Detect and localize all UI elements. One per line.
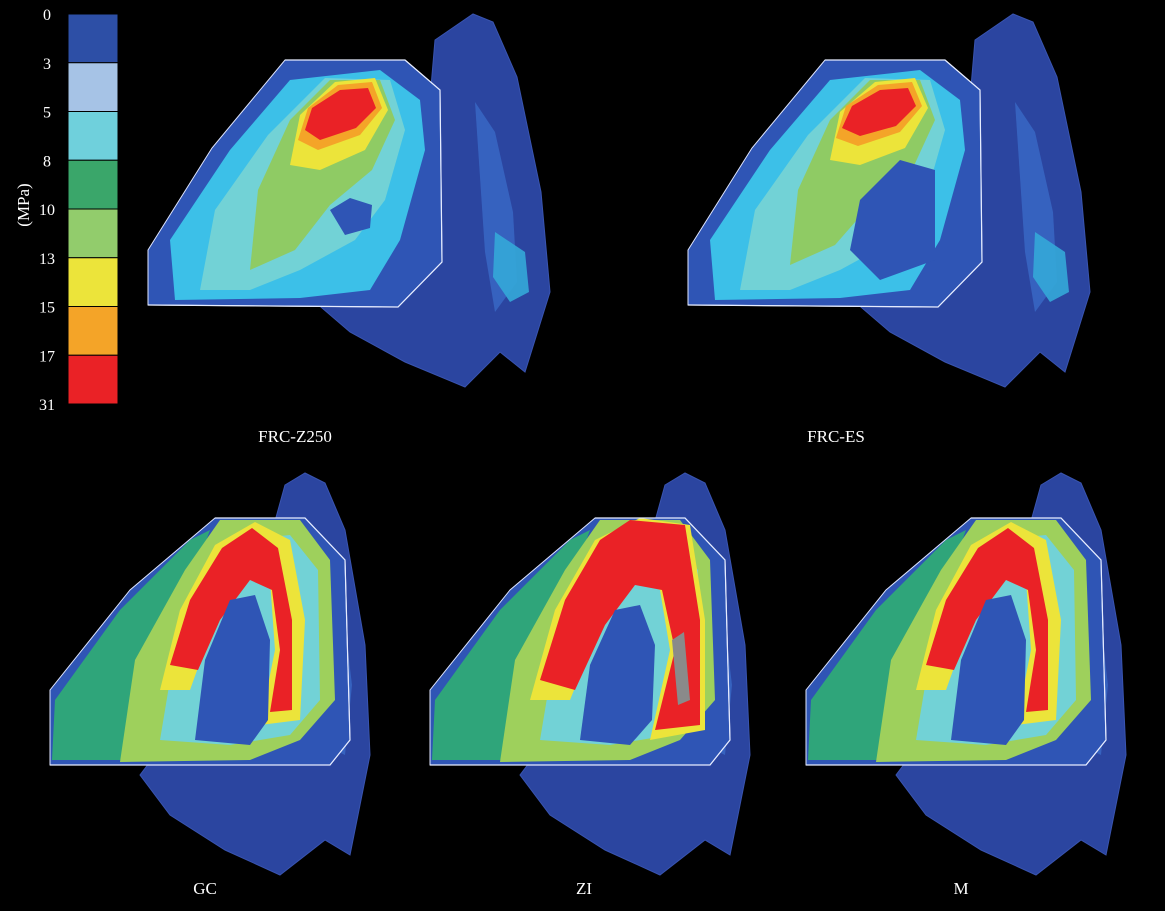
low-stress-core	[195, 595, 270, 745]
section-edge-highlight	[687, 59, 983, 308]
cross-section	[429, 517, 731, 766]
cross-section	[49, 517, 351, 766]
legend-band	[67, 13, 119, 64]
low-stress-core	[580, 605, 655, 745]
overstress-zone	[672, 632, 690, 705]
legend-tick-label: 3	[43, 56, 51, 73]
panel-label: FRC-Z250	[258, 427, 332, 446]
stress-color-legend: 0 3 5 8 10 13 15 17 31	[39, 7, 119, 414]
cross-section	[805, 517, 1107, 766]
panel-frc-z250: FRC-Z250	[147, 13, 551, 446]
low-stress-hole	[330, 198, 372, 235]
panel-label: M	[953, 879, 968, 898]
stress-zone-red	[842, 88, 916, 136]
legend-tick-label: 15	[39, 300, 55, 317]
legend-unit-label: (MPa)	[14, 183, 33, 226]
legend-band	[67, 257, 119, 307]
legend-band	[67, 62, 119, 112]
panel-gc: GC	[49, 472, 371, 898]
panel-label: GC	[193, 879, 217, 898]
stress-zone-green	[432, 530, 590, 760]
legend-band	[67, 208, 119, 259]
panel-zi: ZI	[429, 472, 751, 898]
panel-frc-es: FRC-ES	[687, 13, 1091, 446]
panel-label: ZI	[576, 879, 592, 898]
legend-tick-label: 5	[43, 105, 51, 122]
section-edge-highlight	[147, 59, 443, 308]
legend-tick-label: 31	[39, 397, 55, 414]
low-stress-hole	[850, 160, 935, 280]
stress-zone-green	[808, 530, 966, 760]
tooth-side-spot	[1033, 232, 1069, 302]
stress-zone-green	[52, 530, 210, 760]
stress-zone-red	[540, 520, 700, 730]
legend-tick-label: 8	[43, 153, 51, 170]
stress-zone-red	[305, 88, 376, 140]
legend-tick-label: 10	[39, 202, 55, 219]
legend-tick-label: 0	[43, 7, 51, 24]
legend-band	[67, 111, 119, 161]
panel-m: M	[805, 472, 1127, 898]
cross-section	[687, 59, 983, 308]
panel-label: FRC-ES	[807, 427, 865, 446]
section-edge-highlight	[806, 517, 1107, 766]
section-edge-highlight	[50, 517, 351, 766]
legend-band	[67, 159, 119, 210]
stress-zone-red	[170, 528, 292, 712]
cross-section	[147, 59, 443, 308]
stress-zone-red	[926, 528, 1048, 712]
legend-tick-label: 13	[39, 251, 55, 268]
low-stress-core	[951, 595, 1026, 745]
section-edge-highlight	[430, 517, 731, 766]
legend-band	[67, 306, 119, 356]
legend-band	[67, 354, 119, 405]
tooth-side-spot	[493, 232, 529, 302]
legend-tick-label: 17	[39, 348, 55, 365]
